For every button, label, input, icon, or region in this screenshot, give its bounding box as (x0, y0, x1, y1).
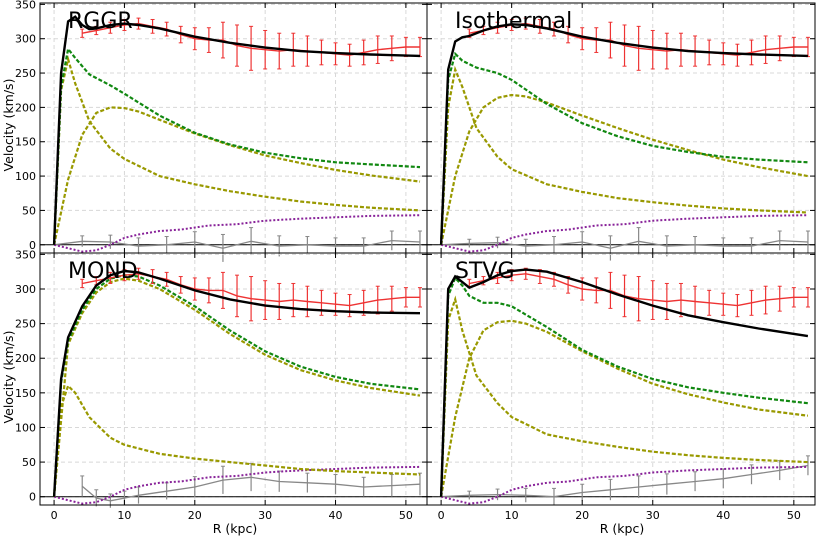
y-tick-label: 250 (15, 67, 36, 80)
x-tick-label: 20 (575, 509, 589, 522)
observed-series (469, 22, 808, 56)
component-series-disk (53, 277, 421, 497)
y-tick-label: 250 (15, 318, 36, 331)
x-axis-label-right: R (kpc) (600, 521, 644, 536)
panel-mond: 0 10 20 30 40 50 0 50 100 150 200 250 300 350 MOND (15, 248, 428, 522)
y-tick-label: 300 (15, 33, 36, 46)
x-tick-label: 0 (51, 509, 58, 522)
y-tick-label: 350 (15, 248, 36, 261)
component-series-disk (53, 106, 421, 246)
dispersion-series (440, 465, 808, 505)
x-axis-label-left: R (kpc) (213, 521, 257, 536)
component-series-bulge (53, 383, 421, 497)
x-tick-label: 50 (399, 509, 413, 522)
y-tick-label: 50 (22, 204, 36, 217)
y-tick-label: 200 (15, 352, 36, 365)
panel-frame (426, 252, 816, 506)
residual-series (81, 476, 421, 502)
total-series (439, 268, 809, 497)
component-series-bulge (53, 54, 421, 245)
x-tick-label: 30 (258, 509, 272, 522)
panel-title: Isothermal (455, 9, 572, 34)
panel-stvg: 0 10 20 30 40 50 STVG (426, 252, 816, 522)
dispersion-series (440, 214, 808, 253)
component-series-bulge (440, 65, 808, 245)
panel-title: MOND (68, 259, 138, 284)
total-series (439, 23, 808, 245)
x-tick-label: 10 (117, 509, 131, 522)
y-tick-label: 300 (15, 283, 36, 296)
x-tick-label: 0 (438, 509, 445, 522)
y-tick-label: 100 (15, 421, 36, 434)
observed-series (82, 273, 420, 307)
y-tick-label: 200 (15, 101, 36, 114)
x-tick-label: 10 (505, 509, 519, 522)
x-tick-label: 30 (646, 509, 660, 522)
component-series-halo (440, 93, 809, 246)
x-tick-label: 50 (787, 509, 801, 522)
total-series (52, 269, 421, 497)
disk-bulge-series (53, 274, 421, 497)
x-tick-label: 40 (716, 509, 730, 522)
panel-isothermal: Isothermal (426, 2, 816, 261)
y-axis-label-bottom: Velocity (km/s) (1, 331, 16, 424)
y-tick-label: 150 (15, 136, 36, 149)
component-series-disk (440, 319, 809, 497)
y-tick-label: 0 (29, 239, 36, 252)
disk-bulge-series (440, 275, 809, 497)
y-tick-label: 350 (15, 0, 36, 11)
y-tick-label: 0 (29, 491, 36, 504)
component-series-bulge (440, 295, 808, 497)
y-tick-label: 50 (22, 456, 36, 469)
residual-series (54, 239, 421, 249)
panel-title: RGGR (68, 9, 133, 34)
disk-bulge-series (53, 46, 421, 245)
residual-series (441, 464, 809, 498)
y-axis-label-top: Velocity (km/s) (1, 79, 16, 172)
y-tick-label: 150 (15, 387, 36, 400)
observed-series (469, 273, 808, 307)
observed-series (82, 22, 420, 56)
disk-bulge-series (440, 51, 808, 245)
panel-title: STVG (455, 259, 515, 284)
x-tick-label: 20 (188, 509, 202, 522)
x-tick-label: 40 (329, 509, 343, 522)
dispersion-series (53, 214, 421, 253)
residual-series (441, 239, 808, 249)
panel-rggr: 0 50 100 150 200 250 300 350 RGGR (15, 0, 428, 262)
total-series (52, 15, 421, 245)
y-tick-label: 100 (15, 170, 36, 183)
